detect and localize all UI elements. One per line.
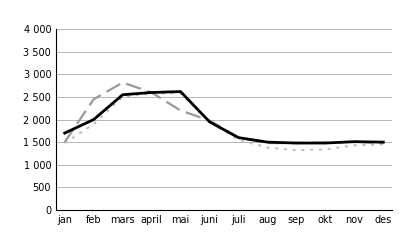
Legend: 2010, 2009, 2008: 2010, 2009, 2008 [106,0,342,3]
